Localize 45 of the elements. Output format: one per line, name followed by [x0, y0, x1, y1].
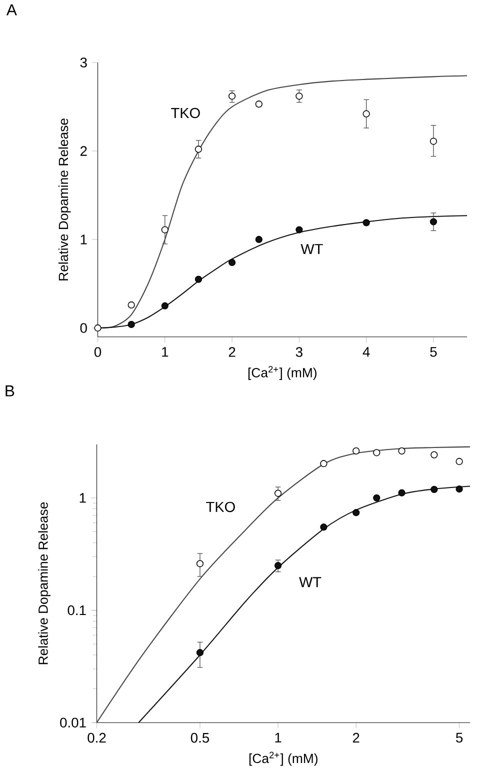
point: [128, 301, 135, 309]
x-tick-label: 4: [362, 347, 370, 357]
point: [194, 146, 202, 153]
y-axis-title: Relative Dopamine Release: [38, 502, 51, 664]
x-axis-title: [Ca$^{2+}$] (mM): [249, 752, 318, 766]
point: [228, 258, 236, 266]
point: [430, 218, 438, 226]
chart-title: A: [6, 4, 17, 16]
point: [362, 110, 370, 118]
point: [362, 219, 370, 226]
x-tick-label: 3: [296, 347, 302, 357]
point: [161, 226, 168, 234]
annotation: TKO: [206, 502, 235, 512]
y-tick-label: 2: [80, 146, 87, 156]
y-tick-label: 1: [80, 234, 87, 244]
y-tick-label: 0.1: [68, 605, 86, 616]
point: [228, 92, 236, 100]
point: [296, 226, 303, 234]
y-tick-label: 1: [80, 493, 86, 503]
x-tick-label: 2: [352, 732, 360, 743]
x-tick-label: 5: [430, 347, 437, 357]
y-axis-title: Relative Dopamine Release: [58, 118, 71, 280]
point: [161, 302, 168, 310]
x-tick-label: 1: [275, 732, 282, 742]
annotation: WT: [299, 577, 322, 588]
annotation: TKO: [171, 108, 200, 118]
y-tick-label: 0: [80, 323, 87, 333]
point: [94, 324, 102, 332]
x-axis-title: [Ca$^{2+}$] (mM): [248, 366, 317, 380]
x-tick-label: 5: [456, 732, 463, 743]
point: [255, 236, 262, 244]
x-tick-label: 1: [162, 347, 168, 357]
x-tick-label: 0.2: [88, 732, 106, 743]
point: [128, 320, 135, 328]
y-tick-label: 0.01: [60, 718, 86, 728]
point: [194, 276, 202, 283]
x-tick-label: 2: [228, 347, 236, 357]
point: [296, 92, 303, 100]
x-tick-label: 0: [94, 347, 102, 357]
annotation: WT: [300, 244, 323, 254]
chart-title: B: [6, 385, 14, 396]
point: [430, 138, 438, 145]
point: [255, 100, 262, 108]
y-tick-label: 3: [80, 58, 87, 68]
x-tick-label: 0.5: [190, 732, 210, 743]
